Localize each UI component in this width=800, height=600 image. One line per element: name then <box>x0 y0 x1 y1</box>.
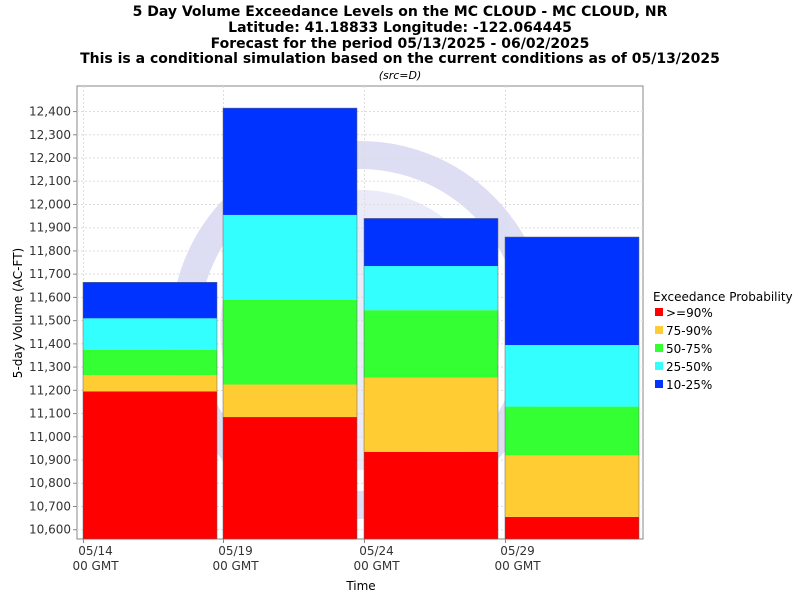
bar-05-19-segment-3 <box>223 214 357 300</box>
bar-05-19-segment-1 <box>223 384 357 418</box>
bar-05-29-segment-1 <box>505 455 639 517</box>
bar-outline <box>222 107 358 540</box>
chart-title-line-2: Latitude: 41.18833 Longitude: -122.06444… <box>228 20 572 36</box>
y-tick-label: 11,300 <box>29 360 71 374</box>
y-tick-label: 11,400 <box>29 337 71 351</box>
y-tick-label: 11,700 <box>29 267 71 281</box>
bar-05-29-segment-2 <box>505 406 639 456</box>
y-tick-label: 12,200 <box>29 151 71 165</box>
x-tick-label-time: 00 GMT <box>353 559 400 573</box>
legend-label: 50-75% <box>666 342 712 356</box>
y-tick-label: 12,400 <box>29 105 71 119</box>
x-tick-label-date: 05/29 <box>500 544 535 558</box>
y-tick-label: 12,300 <box>29 128 71 142</box>
bar-outline <box>82 282 218 540</box>
bar-05-14-segment-0 <box>83 391 217 539</box>
legend-swatch <box>655 308 663 316</box>
y-tick-label: 11,900 <box>29 221 71 235</box>
legend-swatch <box>655 362 663 370</box>
x-tick-label-date: 05/14 <box>78 544 113 558</box>
bars <box>82 107 640 540</box>
bar-05-24-segment-2 <box>364 310 498 378</box>
bar-05-24-segment-0 <box>364 451 498 539</box>
legend-label: 10-25% <box>666 378 712 392</box>
bar-05-19-segment-0 <box>223 417 357 539</box>
x-tick-label-time: 00 GMT <box>494 559 541 573</box>
bar-05-14-segment-1 <box>83 375 217 392</box>
chart-title-line-1: 5 Day Volume Exceedance Levels on the MC… <box>133 4 668 20</box>
legend-label: 75-90% <box>666 324 712 338</box>
legend-title: Exceedance Probability <box>653 290 793 304</box>
x-tick-label-date: 05/19 <box>218 544 253 558</box>
y-tick-label: 11,800 <box>29 244 71 258</box>
y-tick-label: 12,100 <box>29 174 71 188</box>
legend: Exceedance Probability >=90% 75-90% 50-75%… <box>653 290 793 392</box>
legend-swatch <box>655 380 663 388</box>
bar-05-29-segment-4 <box>505 237 639 346</box>
y-tick-label: 10,900 <box>29 453 71 467</box>
y-tick-label: 10,600 <box>29 523 71 537</box>
y-tick-label: 12,000 <box>29 197 71 211</box>
bar-05-29-segment-3 <box>505 345 639 407</box>
bar-05-14-segment-3 <box>83 318 217 350</box>
legend-swatch <box>655 326 663 334</box>
bar-05-19-segment-4 <box>223 108 357 215</box>
y-tick-label: 11,500 <box>29 314 71 328</box>
bar-05-24-segment-3 <box>364 266 498 311</box>
y-axis: 10,600 10,700 10,800 10,900 11,000 11,100 11,2… <box>29 105 77 537</box>
x-tick-label-time: 00 GMT <box>72 559 119 573</box>
bar-05-24-segment-4 <box>364 218 498 267</box>
legend-label: >=90% <box>666 306 713 320</box>
y-tick-label: 11,600 <box>29 290 71 304</box>
bar-05-24-segment-1 <box>364 377 498 452</box>
y-tick-label: 11,200 <box>29 383 71 397</box>
y-tick-label: 11,100 <box>29 407 71 421</box>
bar-05-14-segment-4 <box>83 282 217 319</box>
chart-subtitle: (src=D) <box>379 69 422 82</box>
bar-outline <box>504 236 640 540</box>
y-tick-label: 10,700 <box>29 499 71 513</box>
chart-title-line-3: Forecast for the period 05/13/2025 - 06/… <box>211 36 590 52</box>
y-axis-label: 5-day Volume (AC-FT) <box>11 248 25 378</box>
legend-label: 25-50% <box>666 360 712 374</box>
bar-outline <box>363 218 499 540</box>
bar-05-14-segment-2 <box>83 349 217 376</box>
y-tick-label: 10,800 <box>29 476 71 490</box>
x-tick-label-time: 00 GMT <box>212 559 259 573</box>
x-axis-label: Time <box>345 579 375 593</box>
y-tick-label: 11,000 <box>29 430 71 444</box>
chart-title-line-4: This is a conditional simulation based o… <box>80 51 720 67</box>
bar-05-19-segment-2 <box>223 299 357 385</box>
bar-05-29-segment-0 <box>505 516 639 539</box>
x-tick-label-date: 05/24 <box>359 544 394 558</box>
legend-swatch <box>655 344 663 352</box>
